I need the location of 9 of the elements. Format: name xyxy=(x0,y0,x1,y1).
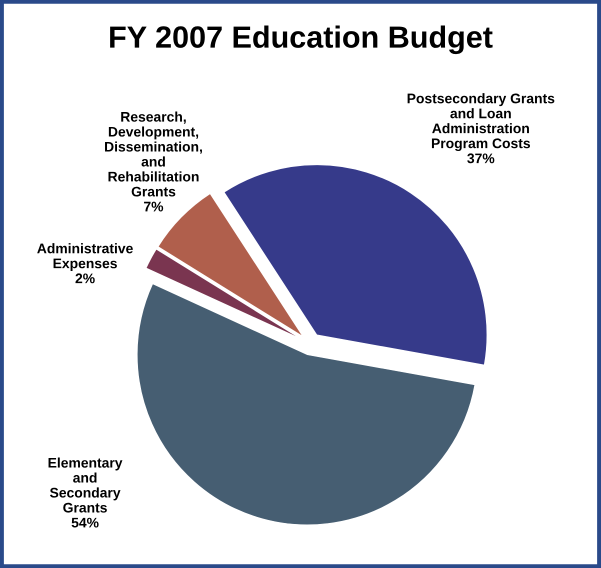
slice-label: Administrative Expenses xyxy=(37,243,133,272)
data-label: 37% xyxy=(467,153,494,164)
slice-label: Elementary and Secondary Grants xyxy=(48,457,122,513)
data-label: 7% xyxy=(144,202,164,212)
data-label: 54% xyxy=(72,518,99,528)
data-label: 2% xyxy=(76,273,95,284)
chart-title: FY 2007 Education Budget xyxy=(110,25,493,54)
slice-label: Postsecondary Grants and Loan Administration Program Costs xyxy=(408,93,554,152)
slice-label: Research, Development, Dissemination, and Rehabilitation Grants xyxy=(105,112,202,197)
